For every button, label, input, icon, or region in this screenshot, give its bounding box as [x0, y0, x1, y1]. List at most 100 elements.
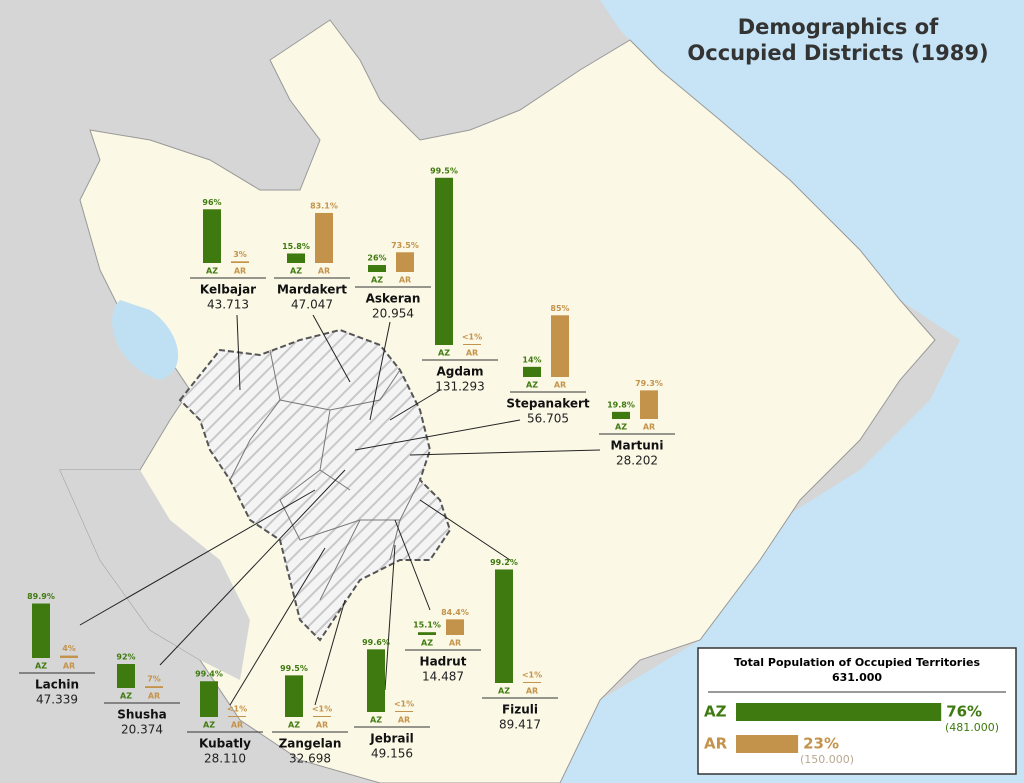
pct-label: <1% — [227, 705, 247, 714]
bar-label: AR — [466, 349, 478, 358]
pct-label: 89.9% — [27, 592, 55, 601]
title-line: Demographics of — [738, 15, 939, 39]
pct-label: 85% — [550, 304, 569, 313]
panel-title: Total Population of Occupied Territories — [734, 656, 980, 669]
district-name: Jebrail — [369, 732, 413, 746]
bar-label: AZ — [615, 423, 627, 432]
pct-label: 99.4% — [195, 670, 223, 679]
district-name: Zangelan — [279, 737, 342, 751]
bar-label: AR — [316, 721, 328, 730]
bar-label: AZ — [120, 692, 132, 701]
pct-label: <1% — [462, 333, 482, 342]
district-population: 47.339 — [36, 693, 78, 707]
district-name: Shusha — [117, 708, 167, 722]
bar-label: AZ — [526, 381, 538, 390]
bar-ar — [60, 655, 78, 658]
bar-az — [200, 681, 218, 717]
bar-ar — [640, 390, 658, 419]
bar-ar — [551, 315, 569, 377]
district-name: Fizuli — [502, 703, 538, 717]
bar-az — [32, 603, 50, 658]
total-pct: 23% — [803, 735, 839, 753]
bar-az — [418, 632, 436, 635]
bar-ar — [395, 711, 413, 712]
bar-label: AR — [449, 639, 461, 648]
bar-ar — [228, 716, 246, 717]
district-population: 43.713 — [207, 298, 249, 312]
bar-ar — [313, 716, 331, 717]
pct-label: <1% — [312, 705, 332, 714]
bar-az — [285, 675, 303, 717]
bar-az — [523, 366, 541, 377]
total-name: AR — [704, 735, 728, 753]
pct-label: 99.5% — [280, 664, 308, 673]
pct-label: 99.2% — [490, 558, 518, 567]
district-name: Kelbajar — [200, 283, 256, 297]
district-population: 20.374 — [121, 723, 163, 737]
bar-label: AZ — [288, 721, 300, 730]
district-name: Stepanakert — [506, 397, 590, 411]
azerbaijan — [59, 19, 936, 783]
district-population: 28.202 — [616, 454, 658, 468]
district-name: Lachin — [35, 678, 79, 692]
sea — [560, 0, 1024, 783]
bar-label: AR — [63, 662, 75, 671]
title-line: Occupied Districts (1989) — [687, 41, 988, 65]
bar-label: AZ — [498, 687, 510, 696]
district-name: Kubatly — [199, 737, 251, 751]
bar-label: AR — [526, 687, 538, 696]
district-population: 20.954 — [372, 307, 414, 321]
bar-az — [435, 177, 453, 345]
district-population: 47.047 — [291, 298, 333, 312]
leader-lines — [79, 314, 601, 706]
title: Demographics of Occupied Districts (1989) — [687, 15, 988, 65]
pct-label: 15.1% — [413, 621, 441, 630]
pct-label: 4% — [62, 644, 76, 653]
pct-label: 73.5% — [391, 241, 419, 250]
bar-ar — [523, 682, 541, 683]
bar-label: AZ — [203, 721, 215, 730]
total-count: (481.000) — [945, 721, 999, 734]
bar-ar — [145, 686, 163, 688]
bar-label: AZ — [370, 716, 382, 725]
bar-label: AR — [399, 276, 411, 285]
district-population: 14.487 — [422, 670, 464, 684]
pct-label: 7% — [147, 675, 161, 684]
bar-label: AR — [234, 267, 246, 276]
bar-label: AZ — [35, 662, 47, 671]
total-count: (150.000) — [800, 753, 854, 766]
total-bar — [736, 703, 942, 721]
pct-label: <1% — [522, 671, 542, 680]
pct-label: 96% — [202, 198, 221, 207]
district-population: 56.705 — [527, 412, 569, 426]
lake — [112, 300, 179, 380]
bar-az — [495, 569, 513, 683]
bar-ar — [231, 261, 249, 263]
district-population: 28.110 — [204, 752, 246, 766]
bar-label: AR — [554, 381, 566, 390]
bar-az — [368, 265, 386, 272]
bar-az — [287, 253, 305, 263]
pct-label: 26% — [367, 254, 386, 263]
pct-label: 14% — [522, 355, 541, 364]
district-borders — [229, 349, 421, 601]
pct-label: 3% — [233, 250, 247, 259]
district-name: Mardakert — [277, 283, 347, 297]
district-name: Askeran — [366, 292, 421, 306]
bar-label: AZ — [421, 639, 433, 648]
pct-label: 19.8% — [607, 400, 635, 409]
district-population: 32.698 — [289, 752, 331, 766]
pct-label: 83.1% — [310, 201, 338, 210]
bar-label: AR — [398, 716, 410, 725]
bar-label: AZ — [438, 349, 450, 358]
bar-label: AZ — [371, 276, 383, 285]
pct-label: 99.5% — [430, 166, 458, 175]
bar-ar — [446, 619, 464, 635]
occupied-area — [178, 328, 452, 642]
bar-ar — [396, 252, 414, 272]
bar-label: AZ — [206, 267, 218, 276]
pct-label: <1% — [394, 700, 414, 709]
district-name: Agdam — [436, 365, 483, 379]
bar-az — [203, 209, 221, 263]
